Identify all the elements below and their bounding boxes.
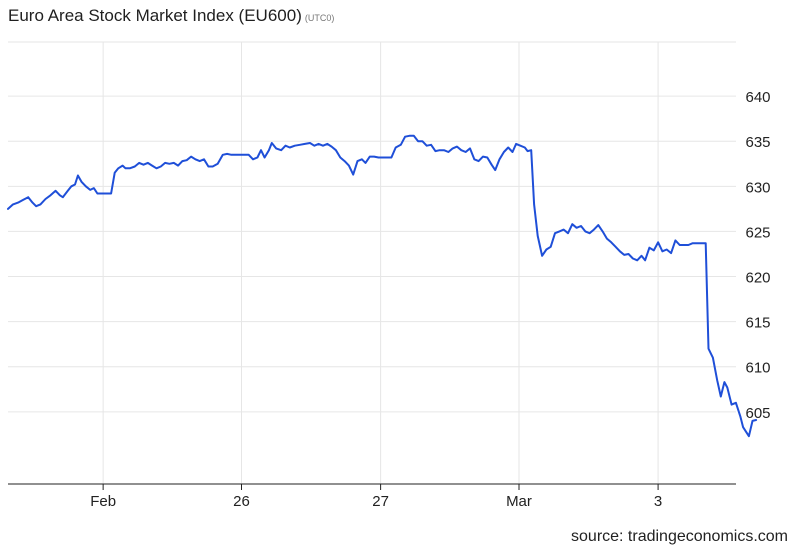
x-tick-label: Feb — [90, 493, 116, 510]
y-tick-label: 625 — [745, 224, 770, 241]
chart-title: Euro Area Stock Market Index (EU600) — [8, 6, 302, 25]
y-tick-label: 610 — [745, 360, 770, 377]
y-tick-label: 630 — [745, 179, 770, 196]
y-tick-label: 605 — [745, 405, 770, 422]
y-tick-label: 640 — [745, 89, 770, 106]
x-tick-label: 26 — [233, 493, 250, 510]
y-tick-label: 635 — [745, 134, 770, 151]
x-tick-label: 27 — [372, 493, 389, 510]
source-credit: source: tradingeconomics.com — [571, 528, 788, 545]
y-tick-label: 615 — [745, 315, 770, 332]
axis-layer: 605 610 615 620 625 630 635 640 Feb 26 27 Mar 3 — [8, 89, 771, 510]
chart-subtitle: (UTC0) — [304, 13, 335, 23]
series-layer — [7, 134, 758, 438]
y-tick-label: 620 — [745, 270, 770, 287]
x-tick-label: 3 — [654, 493, 662, 510]
x-tick-label: Mar — [506, 493, 532, 510]
series-line — [7, 134, 758, 438]
grid-layer — [8, 41, 736, 484]
chart-header: Euro Area Stock Market Index (EU600) (UTC… — [8, 6, 334, 26]
